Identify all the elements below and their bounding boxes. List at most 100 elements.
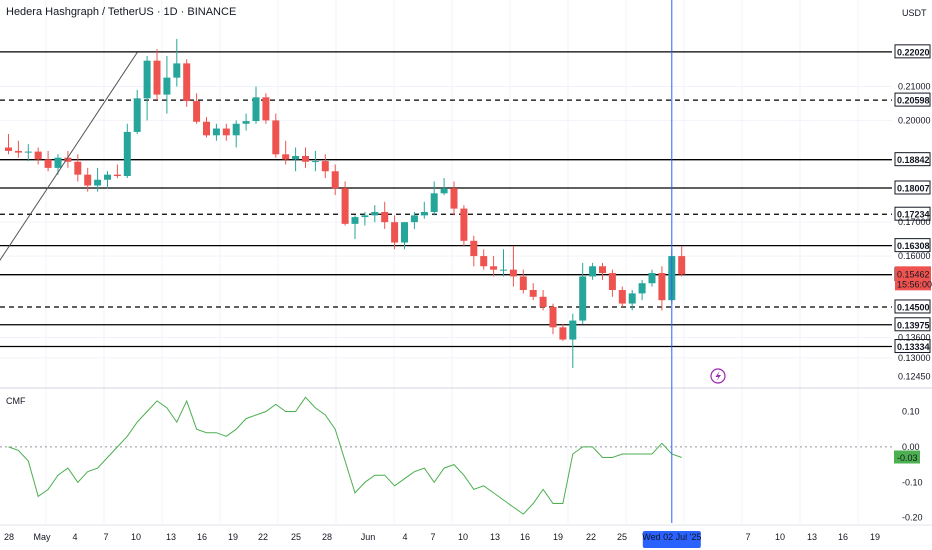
candle-body [638,283,646,294]
candle-body [74,161,82,175]
candle-body [470,240,478,257]
date-tick-label: 22 [586,532,596,542]
candle-body [460,208,468,241]
candle-body [183,63,191,102]
lightning-icon[interactable] [710,368,726,384]
cmf-tick-label: -0.20 [902,513,923,523]
date-tick-label: 13 [166,532,176,542]
date-tick-label: 19 [870,532,880,542]
candle-body [500,269,507,271]
candle-body [133,98,141,132]
candle-body [321,161,329,172]
candle-body [173,63,181,78]
candle-body [272,120,280,155]
cmf-value-badge [894,450,920,464]
price-tick-label: 0.20000 [898,115,931,125]
price-tick-label: 0.13600 [898,333,931,343]
current-price-badge [895,266,931,291]
cmf-tick-label: 0.00 [902,442,920,452]
candle-body [430,193,438,212]
date-tick-label: Jun [361,532,376,542]
price-tick-label: 0.21000 [898,81,931,91]
date-tick-label: 22 [258,532,268,542]
level-label: 0.14500 [897,302,930,312]
level-label-box [894,299,931,314]
candle-body [509,269,517,277]
candle-body [212,128,220,136]
candle-body [628,293,636,304]
trendline-segment[interactable] [0,52,138,263]
candle-body [94,179,102,186]
date-tick-label: 19 [553,532,563,542]
candle-body [5,147,12,151]
candle-body [331,171,339,189]
date-tick-label: 19 [228,532,238,542]
candle-body [193,101,201,122]
candle-body [34,151,42,160]
cmf-tick-label: 0.10 [902,406,920,416]
candle-body [678,256,686,275]
candle-body [490,266,498,270]
level-label: 0.18842 [897,155,930,165]
candle-body [539,296,547,307]
cmf-tick-label: -0.10 [902,477,923,487]
current-price-label: 0.15462 [897,269,930,279]
level-label-box [894,44,931,59]
cmf-value-label: -0.03 [897,453,918,463]
cmf-line [8,396,682,515]
level-label: 0.22020 [897,47,930,57]
date-tick-label: 7 [430,532,435,542]
date-tick-label: 10 [458,532,468,542]
date-tick-label: 13 [490,532,500,542]
price-axis[interactable]: 0.22020 0.20598 0.18842 0.18007 0.17234 0.163… [894,44,932,382]
candle-body [143,60,151,99]
candle-body [589,266,597,277]
candle-body [549,306,557,328]
date-tick-label: 7 [745,532,750,542]
candle-body [302,156,309,162]
candle-body [450,188,458,209]
level-label: 0.16308 [897,241,930,251]
date-tick-label: 16 [197,532,207,542]
candle-body [84,174,92,186]
price-tick-label: 0.12450 [898,372,931,382]
candle-body [292,156,300,160]
candle-body [599,266,606,274]
candle-body [44,159,52,168]
date-tick-label: 10 [775,532,785,542]
price-tick-label: 0.13000 [898,353,931,363]
date-tick-label: 13 [807,532,817,542]
candle-body [579,276,587,321]
level-label: 0.20598 [897,96,930,106]
candle-body [351,217,359,224]
date-axis[interactable]: 28May4710131619222528Jun4710131619222528… [0,524,932,548]
candle-body [14,150,22,153]
candle-body [371,211,379,216]
candle-body [203,121,210,136]
cmf-panel [0,396,892,515]
candle-body [104,174,111,180]
candle-body [54,157,62,168]
horizontal-levels [0,51,892,348]
price-tick-label: 0.16000 [898,251,931,261]
candle-body [123,131,131,177]
candle-body [24,151,32,153]
candle-body [529,290,537,297]
date-tick-label: 16 [520,532,530,542]
candle-body [559,327,567,340]
candle-body [401,222,408,243]
candle-body [282,154,290,160]
level-label-box [894,92,931,107]
candle-body [341,188,349,224]
cmf-axis[interactable]: 0.10 0.00 -0.10 -0.20 -0.03 [894,406,923,523]
date-tick-label: 28 [4,532,14,542]
candle-body [440,188,448,194]
countdown-label: 15:56:00 [897,279,932,289]
level-label-box [894,339,931,354]
date-tick-label: May [33,532,51,542]
candle-body [311,161,319,163]
trendline[interactable] [0,52,138,263]
date-tick-label: 10 [131,532,141,542]
